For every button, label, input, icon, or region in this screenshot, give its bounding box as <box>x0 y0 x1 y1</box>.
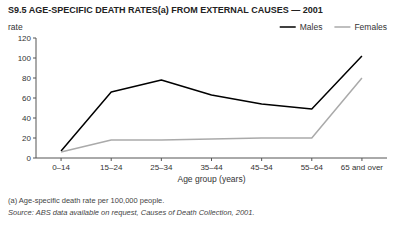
legend-label: Males <box>300 22 323 32</box>
x-tick-label: 35–44 <box>200 163 223 172</box>
y-axis <box>36 38 37 158</box>
x-axis <box>36 158 387 159</box>
legend-label: Females <box>354 22 387 32</box>
legend-swatch <box>334 26 350 28</box>
y-tick-label: 120 <box>18 34 32 43</box>
y-tick-label: 40 <box>22 114 31 123</box>
y-axis-label: rate <box>8 22 23 32</box>
legend: Females Males <box>280 22 387 32</box>
y-tick-label: 100 <box>18 54 32 63</box>
y-tick-label: 0 <box>27 154 32 163</box>
legend-swatch <box>280 26 296 28</box>
footnote: (a) Age-specific death rate per 100,000 … <box>8 196 164 205</box>
x-tick-label: 65 and over <box>341 163 384 172</box>
x-tick-label: 25–34 <box>150 163 173 172</box>
x-tick-label: 0–14 <box>52 163 70 172</box>
footnote: Source: ABS data available on request, C… <box>8 208 255 217</box>
x-axis-label: Age group (years) <box>177 174 245 184</box>
x-tick-label: 15–24 <box>100 163 123 172</box>
chart: S9.5 AGE-SPECIFIC DEATH RATES(a) FROM EX… <box>0 0 397 227</box>
y-tick-label: 60 <box>22 94 31 103</box>
series-line <box>61 78 362 152</box>
x-tick-label: 45–54 <box>251 163 274 172</box>
title: S9.5 AGE-SPECIFIC DEATH RATES(a) FROM EX… <box>8 5 323 15</box>
x-tick-label: 55–64 <box>301 163 324 172</box>
y-tick-label: 20 <box>22 134 31 143</box>
y-tick-label: 80 <box>22 74 31 83</box>
series-group <box>61 56 362 152</box>
series-line <box>61 56 362 151</box>
